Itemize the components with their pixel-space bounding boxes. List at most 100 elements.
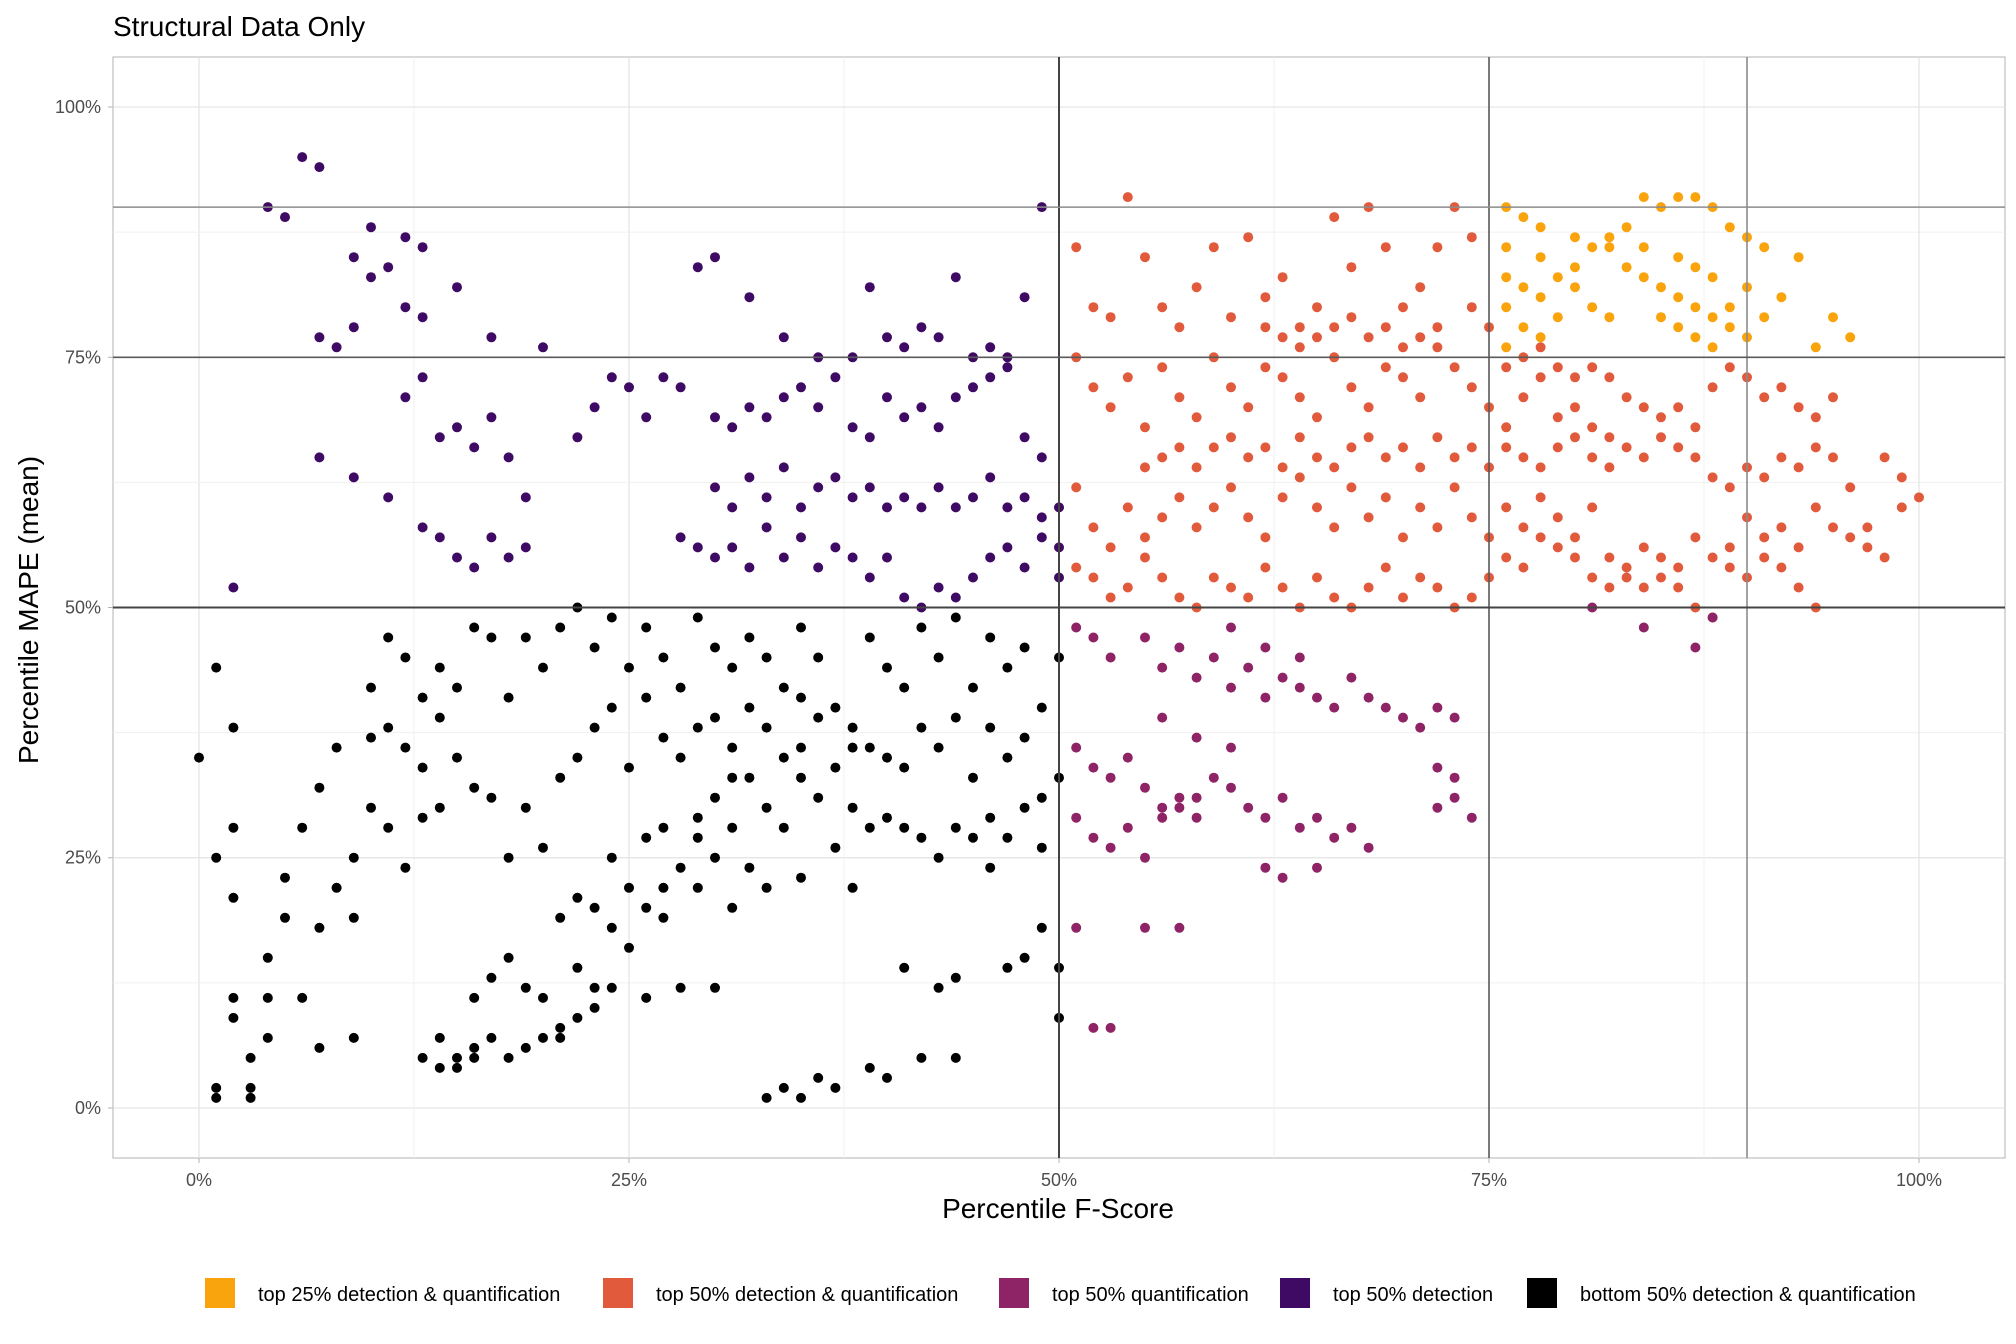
data-point [1449,452,1460,463]
data-point [1759,242,1770,253]
data-point [847,882,858,893]
data-point [675,382,686,393]
data-point [1071,742,1082,753]
data-point [1570,532,1580,543]
data-point [1776,562,1787,573]
data-point [1346,672,1357,683]
data-point [1587,362,1598,373]
data-point [1088,382,1099,393]
data-point [1707,382,1718,393]
data-point [1535,332,1546,343]
data-point [933,982,944,993]
data-point [1036,922,1047,933]
data-point [211,1092,222,1103]
data-point [1690,302,1701,313]
data-point [1036,512,1047,523]
data-point [1174,642,1185,653]
data-point [1466,382,1477,393]
data-point [968,382,978,393]
data-point [796,1092,806,1103]
data-point [1793,402,1804,413]
data-point [1312,812,1322,823]
data-point [710,712,720,723]
data-point [968,832,978,843]
data-point [1312,412,1322,423]
data-point [1466,442,1477,453]
data-point [1088,832,1099,843]
data-point [864,822,875,833]
data-point [985,472,996,483]
data-point [1019,292,1030,303]
data-point [383,262,394,273]
data-point [1724,362,1735,373]
y-axis-title: Percentile MAPE (mean) [13,456,44,764]
data-point [1673,442,1684,453]
data-points [194,152,1924,1103]
data-point [1208,772,1219,783]
data-point [1570,402,1580,413]
data-point [675,682,686,693]
data-point [1466,812,1477,823]
data-point [1449,792,1460,803]
data-point [1157,802,1168,813]
data-point [692,612,703,623]
data-point [933,482,944,493]
data-point [761,722,772,733]
data-point [1724,542,1735,553]
data-point [1346,262,1357,273]
data-point [1243,232,1254,243]
data-point [1570,282,1580,293]
data-point [1294,342,1305,353]
data-point [727,502,738,513]
data-point [641,692,652,703]
data-point [1329,322,1340,333]
data-point [1621,392,1632,403]
data-point [589,642,600,653]
data-point [1570,552,1580,563]
data-point [1088,572,1099,583]
data-point [555,1022,566,1033]
data-point [1380,702,1391,713]
data-point [1277,332,1288,343]
data-point [1759,552,1770,563]
data-point [589,1002,600,1013]
data-point [744,862,755,873]
data-point [1432,582,1443,593]
data-point [314,162,325,173]
data-point [1105,1022,1116,1033]
data-point [1312,862,1322,873]
data-point [452,552,462,563]
data-point [813,712,824,723]
data-point [1363,402,1374,413]
data-point [1466,592,1477,603]
data-point [1002,362,1013,373]
data-point [606,702,617,713]
data-point [796,692,806,703]
data-point [1277,582,1288,593]
data-point [1157,452,1168,463]
data-point [710,982,720,993]
data-point [710,252,720,263]
data-point [899,492,910,503]
data-point [486,332,497,343]
data-point [1621,262,1632,273]
data-point [1226,382,1236,393]
data-point [1673,322,1684,333]
data-point [1071,242,1082,253]
y-axis-ticks: 0% 25% 50% 75% 100% [55,97,113,1118]
data-point [658,652,669,663]
data-point [417,762,428,773]
data-point [1690,452,1701,463]
legend-swatch [205,1278,235,1308]
data-point [1260,642,1271,653]
data-point [1570,232,1580,243]
data-point [1105,772,1116,783]
data-point [417,242,428,253]
data-point [813,482,824,493]
data-point [366,802,376,813]
data-point [985,372,996,383]
data-point [348,472,359,483]
data-point [1535,252,1546,263]
data-point [864,742,875,753]
